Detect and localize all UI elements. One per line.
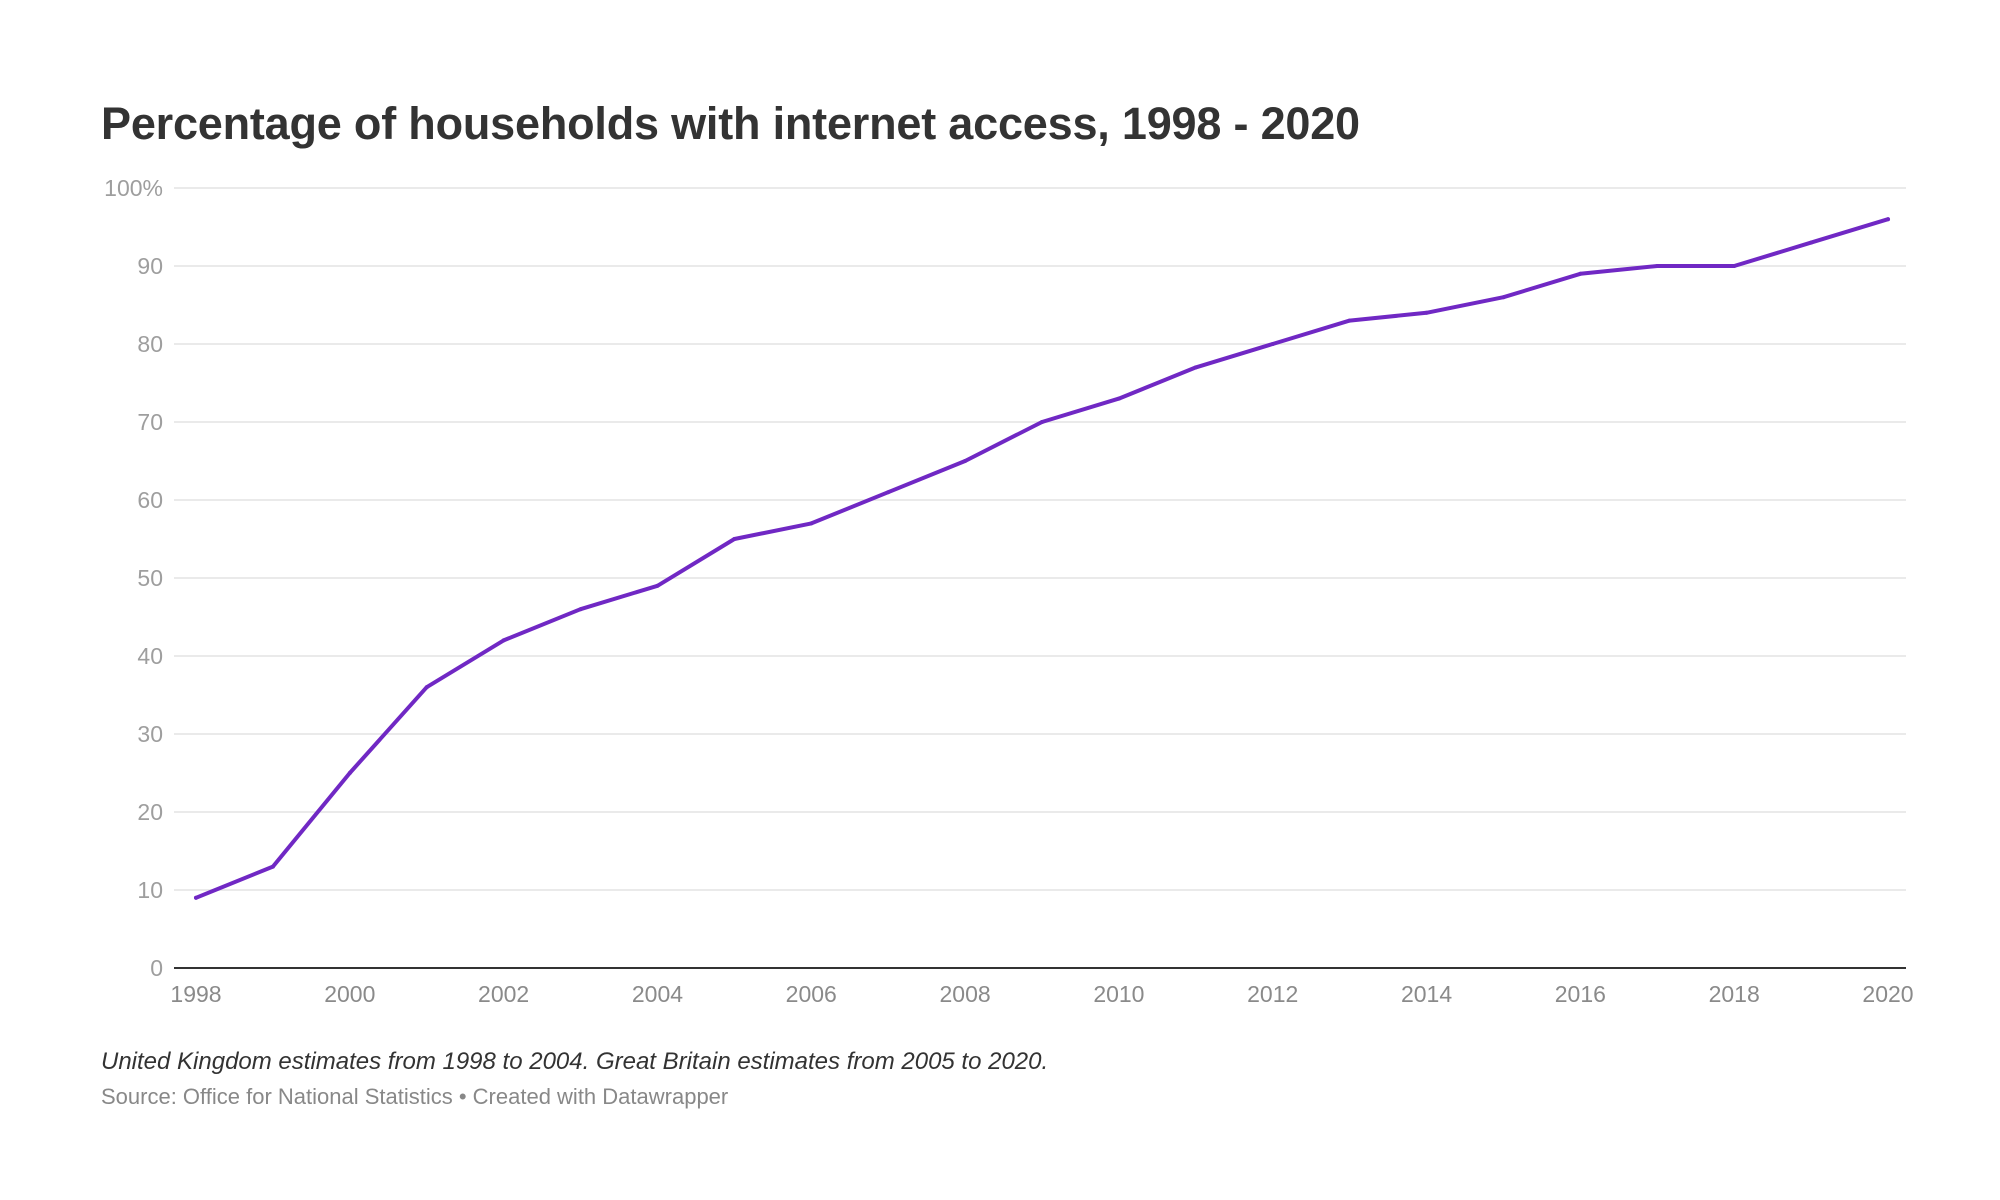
chart-note: United Kingdom estimates from 1998 to 20… bbox=[101, 1048, 1049, 1075]
data-point bbox=[347, 771, 352, 775]
data-point bbox=[194, 895, 198, 900]
data-point bbox=[1578, 271, 1583, 276]
series-line bbox=[194, 217, 1890, 900]
data-point bbox=[501, 638, 506, 643]
x-axis-ticks: 1998 2000 2002 2004 2006 2008 2010 2012 2014 2016… bbox=[170, 981, 1913, 1007]
data-point bbox=[886, 490, 891, 495]
x-tick-label: 1998 bbox=[170, 981, 221, 1007]
data-point bbox=[1347, 318, 1352, 323]
x-tick-label: 2004 bbox=[632, 981, 683, 1007]
gridlines bbox=[174, 187, 1906, 891]
data-point bbox=[963, 459, 968, 463]
y-tick-label: 50 bbox=[137, 565, 163, 591]
data-point bbox=[424, 685, 429, 690]
x-tick-label: 2002 bbox=[478, 981, 529, 1007]
y-tick-label: 60 bbox=[137, 487, 163, 513]
x-tick-label: 2000 bbox=[324, 981, 375, 1007]
x-tick-label: 2008 bbox=[940, 981, 991, 1007]
y-tick-label: 20 bbox=[137, 799, 163, 825]
chart-source: Source: Office for National Statistics •… bbox=[101, 1084, 729, 1109]
y-tick-label: 70 bbox=[137, 409, 163, 435]
data-point bbox=[1116, 396, 1121, 401]
x-tick-label: 2006 bbox=[786, 981, 837, 1007]
data-point bbox=[1270, 342, 1275, 346]
data-point bbox=[732, 537, 737, 541]
y-tick-label: 30 bbox=[137, 721, 163, 747]
y-tick-label: 10 bbox=[137, 877, 163, 903]
data-point bbox=[1040, 420, 1044, 424]
y-tick-label: 0 bbox=[150, 955, 163, 981]
data-point bbox=[1501, 295, 1506, 300]
x-tick-label: 2014 bbox=[1401, 981, 1452, 1007]
y-axis-ticks: 0 10 20 30 40 50 60 70 80 90 100% bbox=[104, 175, 163, 981]
data-point bbox=[1886, 217, 1890, 222]
chart-title: Percentage of households with internet a… bbox=[101, 98, 1360, 149]
y-tick-label: 40 bbox=[137, 643, 163, 669]
data-point bbox=[578, 607, 583, 612]
y-tick-label: 90 bbox=[137, 253, 163, 279]
data-point bbox=[1193, 365, 1198, 370]
data-point bbox=[270, 864, 275, 869]
x-tick-label: 2012 bbox=[1247, 981, 1298, 1007]
data-point bbox=[1732, 264, 1737, 268]
x-tick-label: 2016 bbox=[1555, 981, 1606, 1007]
y-tick-label: 100% bbox=[104, 175, 163, 201]
data-point bbox=[1424, 310, 1429, 315]
data-point bbox=[1655, 264, 1660, 268]
x-tick-label: 2018 bbox=[1709, 981, 1760, 1007]
x-tick-label: 2020 bbox=[1862, 981, 1913, 1007]
data-point bbox=[655, 583, 660, 588]
series-layer bbox=[194, 217, 1890, 900]
data-point bbox=[809, 521, 814, 526]
data-point bbox=[1809, 240, 1814, 245]
x-tick-label: 2010 bbox=[1093, 981, 1144, 1007]
y-tick-label: 80 bbox=[137, 331, 163, 357]
